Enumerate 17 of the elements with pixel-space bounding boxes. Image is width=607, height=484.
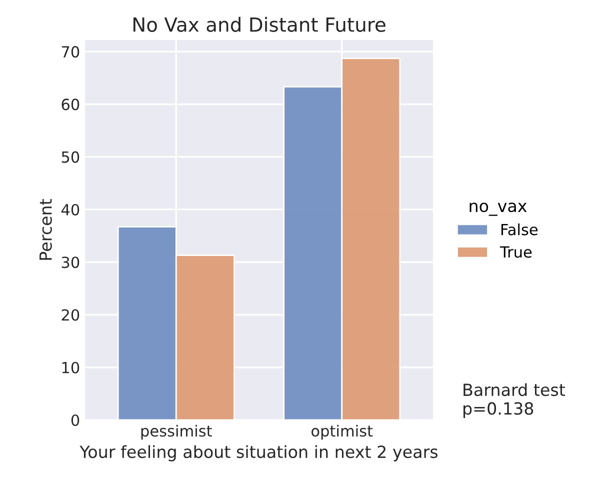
text: Barnard test p=0.138 [464,383,566,418]
y-tick-label: 10 [62,362,80,374]
y-tick-label: 60 [62,98,80,110]
x-tick-label: optimist [312,424,373,440]
y-tick-label: 50 [62,151,80,163]
y-tick-label: 40 [61,204,80,216]
chart-title: No Vax and Distant Future [133,16,386,32]
legend-label: False [501,224,538,236]
y-tick-label: 0 [71,414,80,426]
y-axis-title: Percent [40,199,52,260]
y-tick-label: 20 [62,309,80,321]
legend-label: True [500,246,532,258]
y-tick-label: 30 [62,256,80,268]
legend-title: no_vax [470,202,527,216]
x-axis-title: Your feeling about situation in next 2 years [80,445,438,462]
x-tick-label: pessimist [141,424,212,440]
y-tick-label: 70 [62,46,80,58]
